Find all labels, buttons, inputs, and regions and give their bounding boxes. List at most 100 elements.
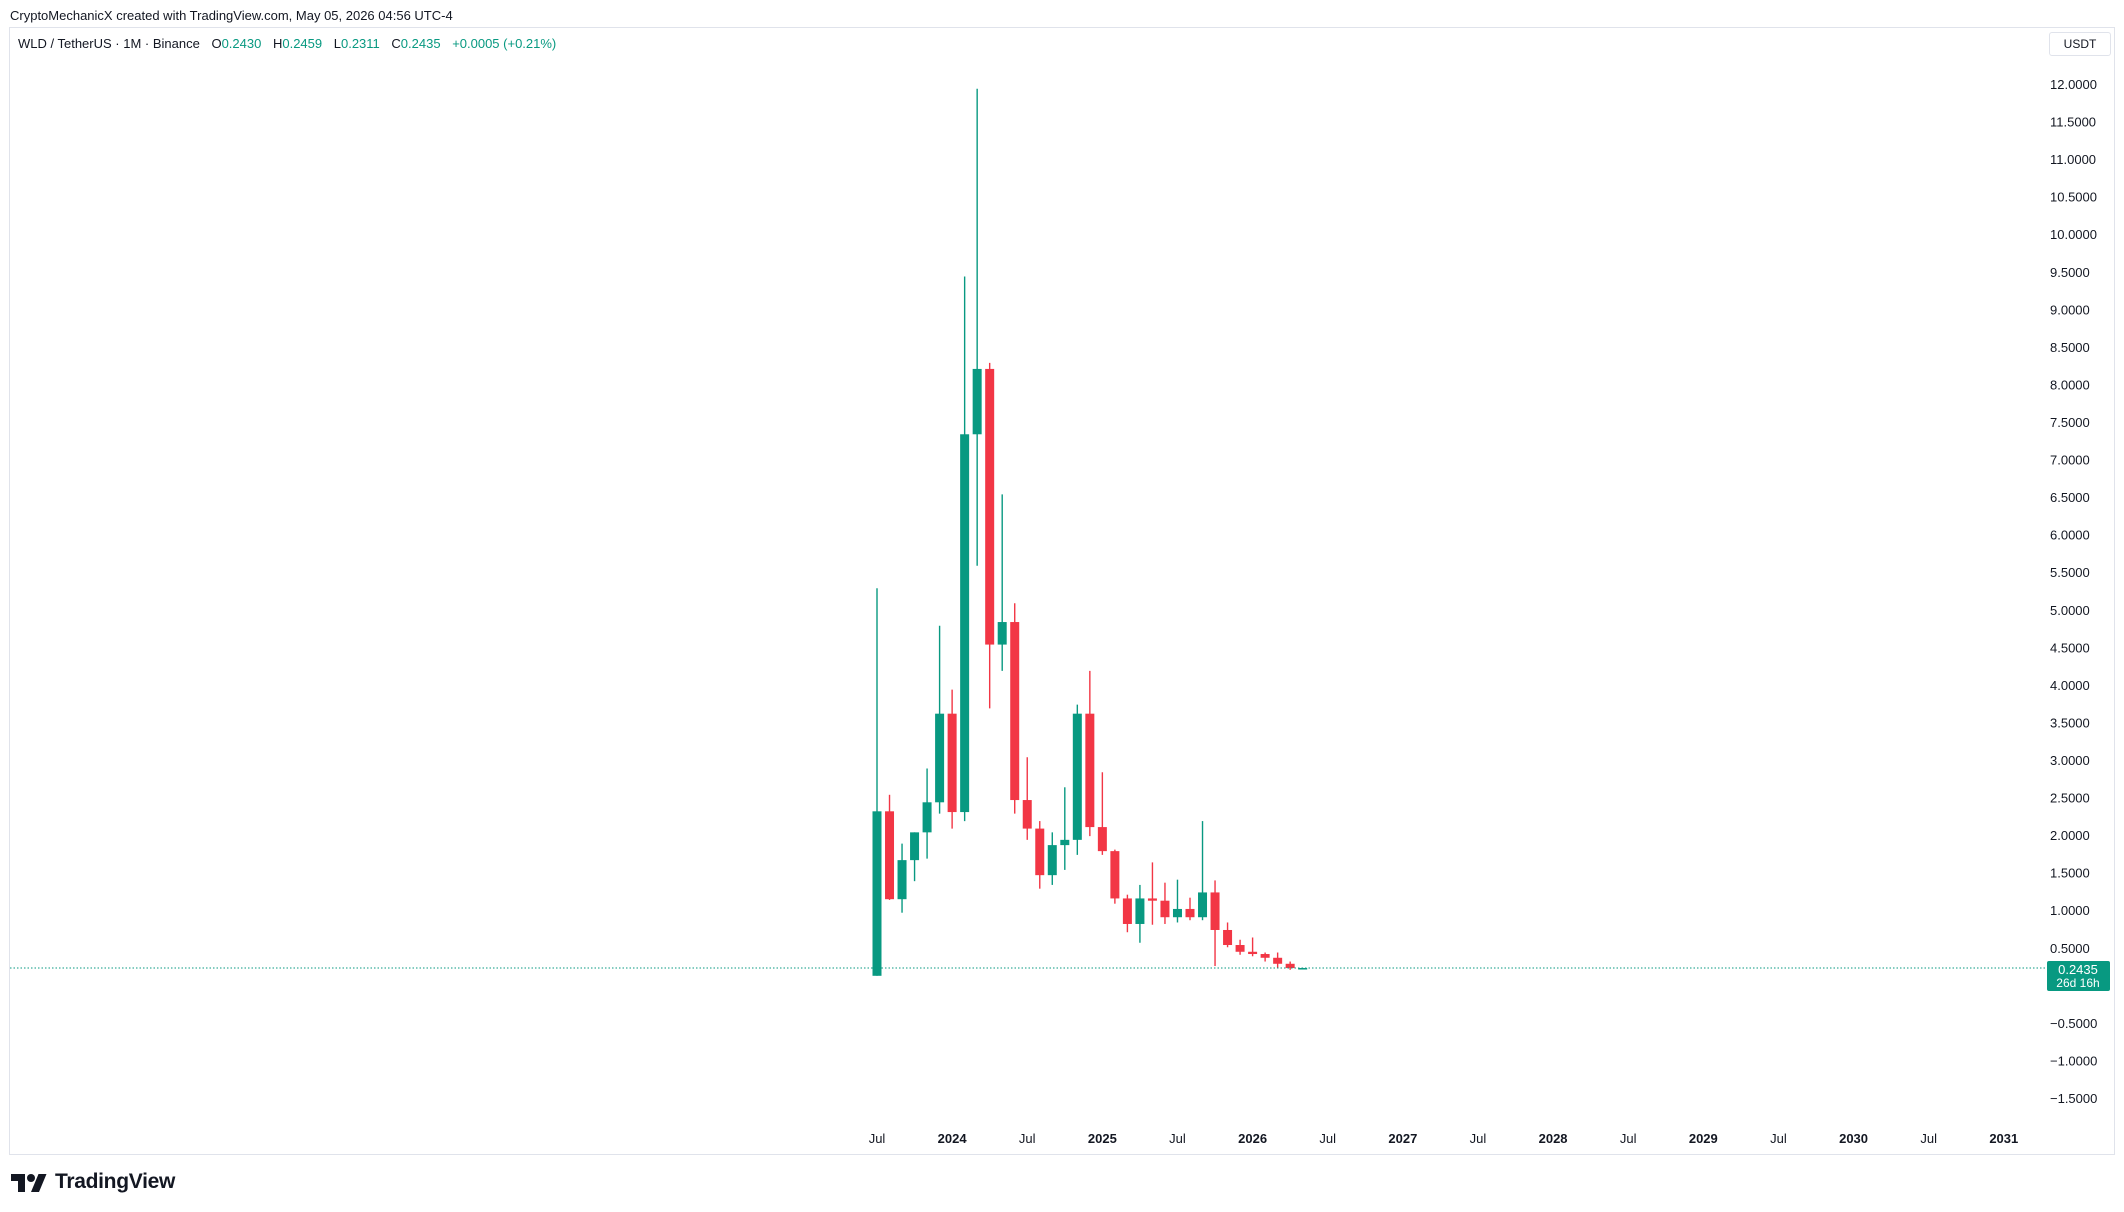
price-tick-label: 6.5000 bbox=[2050, 490, 2090, 505]
time-tick-label: 2026 bbox=[1238, 1131, 1267, 1146]
time-tick-label: Jul bbox=[1920, 1131, 1937, 1146]
candle bbox=[1223, 922, 1233, 948]
high-label: H bbox=[272, 36, 283, 51]
price-tick-label: 2.0000 bbox=[2050, 828, 2090, 843]
candle bbox=[1172, 879, 1182, 923]
candle bbox=[1010, 603, 1020, 814]
time-tick-label: Jul bbox=[869, 1131, 886, 1146]
time-tick-label: 2024 bbox=[938, 1131, 968, 1146]
candle-body bbox=[1085, 713, 1095, 828]
price-tick-label: 0.5000 bbox=[2050, 941, 2090, 956]
price-tick-label: 3.5000 bbox=[2050, 715, 2090, 730]
price-tick-label: 7.0000 bbox=[2050, 453, 2090, 468]
candle-body bbox=[1273, 957, 1283, 964]
price-tick-label: 12.0000 bbox=[2050, 77, 2097, 92]
candle-body bbox=[1060, 839, 1070, 846]
candle bbox=[997, 494, 1007, 671]
candle bbox=[935, 625, 945, 814]
candle-body bbox=[1035, 828, 1045, 876]
time-tick-label: 2031 bbox=[1989, 1131, 2018, 1146]
price-tick-label: 10.0000 bbox=[2050, 227, 2097, 242]
time-tick-label: Jul bbox=[1019, 1131, 1036, 1146]
time-tick-label: 2030 bbox=[1839, 1131, 1868, 1146]
candle bbox=[1035, 821, 1045, 889]
candle-body bbox=[1022, 800, 1032, 829]
candle-body bbox=[972, 368, 982, 435]
candle bbox=[1210, 880, 1220, 967]
last-price-value: 0.2435 bbox=[2058, 962, 2098, 977]
candle-body bbox=[1198, 892, 1208, 918]
candle bbox=[1047, 832, 1057, 885]
candle-body bbox=[897, 860, 907, 900]
time-tick-label: Jul bbox=[1470, 1131, 1487, 1146]
bar-countdown: 26d 16h bbox=[2056, 976, 2099, 990]
candle-body bbox=[1160, 900, 1170, 918]
candle bbox=[1110, 849, 1120, 904]
candle-body bbox=[1285, 963, 1295, 969]
candle bbox=[1198, 821, 1208, 921]
time-tick-label: 2028 bbox=[1539, 1131, 1568, 1146]
price-axis[interactable]: 12.0000 11.5000 11.0000 10.5000 10.0000 9.500… bbox=[2050, 77, 2097, 1106]
close-label: C bbox=[391, 36, 401, 51]
candle bbox=[1122, 894, 1132, 933]
candle bbox=[885, 794, 895, 900]
price-tick-label: 7.5000 bbox=[2050, 415, 2090, 430]
price-tick-label: 8.5000 bbox=[2050, 340, 2090, 355]
candle-body bbox=[1097, 827, 1107, 852]
candle bbox=[910, 832, 920, 882]
open-label: O bbox=[211, 36, 222, 51]
time-axis[interactable]: Jul 2024 Jul 2025 Jul 2026 Jul 2027 Jul 2028 Jul 20… bbox=[869, 1131, 2019, 1146]
candle bbox=[985, 362, 995, 709]
candle bbox=[1273, 952, 1283, 968]
close-value: 0.2435 bbox=[400, 36, 441, 51]
candle-body bbox=[922, 802, 932, 833]
candle-body bbox=[872, 811, 882, 976]
candles-layer bbox=[872, 88, 1308, 976]
change-value: +0.0005 (+0.21%) bbox=[452, 36, 557, 51]
time-tick-label: 2027 bbox=[1388, 1131, 1417, 1146]
candle bbox=[1072, 704, 1082, 855]
time-tick-label: 2029 bbox=[1689, 1131, 1718, 1146]
price-tick-label: 6.0000 bbox=[2050, 528, 2090, 543]
last-price-badge bbox=[2047, 961, 2110, 992]
candle-body bbox=[1072, 713, 1082, 840]
candle-body bbox=[997, 622, 1007, 645]
candle bbox=[872, 588, 882, 976]
price-tick-label: 4.5000 bbox=[2050, 640, 2090, 655]
price-tick-label: 3.0000 bbox=[2050, 753, 2090, 768]
candle-body bbox=[1185, 908, 1195, 918]
candle-body bbox=[985, 368, 995, 645]
price-tick-label: 11.0000 bbox=[2050, 152, 2096, 167]
price-tick-label: 1.0000 bbox=[2050, 903, 2090, 918]
price-tick-label: 1.5000 bbox=[2050, 866, 2090, 881]
candle bbox=[1022, 757, 1032, 840]
candle-body bbox=[1110, 851, 1120, 899]
price-tick-label: 2.5000 bbox=[2050, 791, 2090, 806]
tradingview-logo-icon bbox=[11, 1174, 47, 1192]
symbol-label[interactable]: WLD / TetherUS · 1M · Binance bbox=[18, 36, 200, 51]
candle bbox=[922, 768, 932, 859]
candle-body bbox=[1210, 892, 1220, 930]
candle bbox=[972, 88, 982, 566]
candle bbox=[1235, 939, 1245, 955]
candle-body bbox=[1147, 898, 1157, 901]
low-label: L bbox=[333, 36, 341, 51]
candle bbox=[1160, 882, 1170, 924]
candle-body bbox=[960, 434, 970, 813]
candle bbox=[1097, 772, 1107, 855]
candle-body bbox=[947, 713, 957, 813]
time-tick-label: 2025 bbox=[1088, 1131, 1117, 1146]
time-tick-label: Jul bbox=[1319, 1131, 1336, 1146]
tradingview-logo[interactable]: TradingView bbox=[11, 1170, 175, 1194]
candle-body bbox=[1298, 968, 1308, 970]
candle-body bbox=[910, 832, 920, 861]
candle-body bbox=[935, 713, 945, 803]
price-tick-label: −0.5000 bbox=[2050, 1016, 2097, 1031]
high-value: 0.2459 bbox=[282, 36, 323, 51]
candle-body bbox=[1172, 908, 1182, 918]
chart-frame bbox=[9, 27, 2115, 1155]
candle bbox=[1135, 884, 1145, 943]
currency-unit-button[interactable]: USDT bbox=[2049, 32, 2111, 56]
